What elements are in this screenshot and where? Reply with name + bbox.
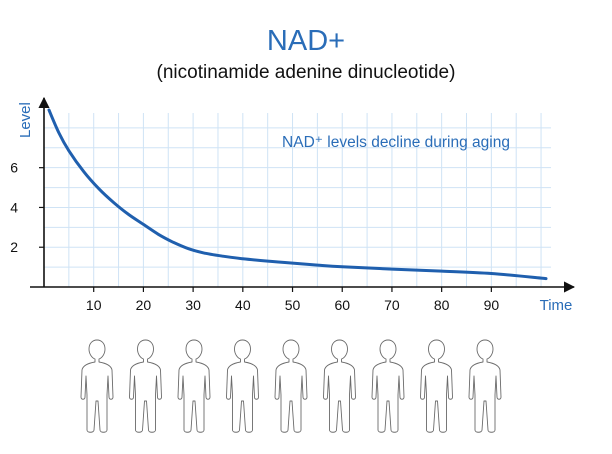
x-tick-label: 80 [434, 297, 450, 313]
y-axis-label: Level [17, 102, 34, 138]
x-tick-label: 60 [334, 297, 350, 313]
age-figures [80, 339, 502, 433]
figure-outline [226, 339, 259, 433]
figure-outline [371, 339, 405, 433]
tick-labels: 10 20 30 40 50 60 70 80 90 2 4 6 [10, 160, 499, 313]
figure-outline [323, 339, 356, 433]
x-tick-label: 50 [285, 297, 301, 313]
x-tick-label: 70 [384, 297, 400, 313]
age-figure [468, 339, 502, 433]
x-tick-label: 10 [86, 297, 102, 313]
x-tick-label: 90 [484, 297, 500, 313]
grid-lines [43, 113, 551, 287]
y-tick-label: 6 [10, 160, 18, 176]
age-figure [371, 339, 405, 433]
figure-outline [129, 339, 162, 433]
nad-level-curve [47, 108, 548, 281]
figure-outline [80, 339, 114, 433]
y-tick-label: 2 [10, 239, 18, 255]
chart-annotation: NAD⁺ levels decline during aging [282, 134, 510, 151]
age-figure [226, 339, 259, 433]
x-axis-label: Time [540, 297, 573, 314]
y-tick-label: 4 [10, 199, 18, 215]
age-figure [80, 339, 114, 433]
chart-title: NAD+ [267, 25, 345, 57]
chart-subtitle: (nicotinamide adenine dinucleotide) [157, 62, 456, 83]
figure-outline [274, 339, 308, 433]
x-tick-label: 30 [185, 297, 201, 313]
age-figure [274, 339, 308, 433]
age-figure [129, 339, 162, 433]
figure-outline [420, 339, 453, 433]
figure-outline [177, 339, 211, 433]
figure-outline [468, 339, 502, 433]
age-figure [177, 339, 211, 433]
age-figure [420, 339, 453, 433]
age-figure [323, 339, 356, 433]
x-tick-label: 40 [235, 297, 251, 313]
x-tick-label: 20 [136, 297, 152, 313]
